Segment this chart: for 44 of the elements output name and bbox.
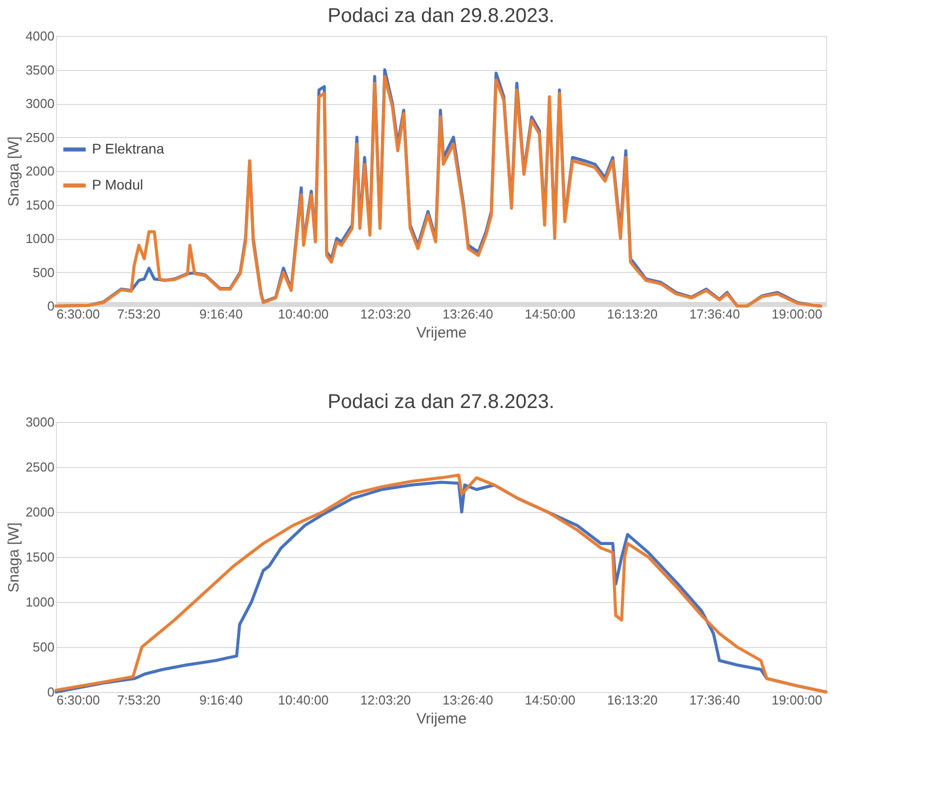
legend-label: P Elektrana [92, 140, 164, 156]
x-tick-label: 6:30:00 [56, 306, 100, 322]
y-tick-label: 3000 [26, 96, 54, 111]
chart-title: Podaci za dan 27.8.2023. [328, 391, 554, 413]
y-tick-label: 1000 [26, 594, 54, 610]
y-tick-label: 2000 [26, 504, 54, 520]
x-tick-label: 14:50:00 [524, 306, 576, 322]
legend-label: P Modul [92, 176, 144, 192]
x-tick-label: 19:00:00 [772, 692, 822, 708]
x-tick-label: 13:26:40 [442, 692, 494, 708]
y-tick-label: 0 [47, 298, 54, 314]
y-tick-label: 3500 [26, 62, 54, 78]
x-tick-label: 9:16:40 [199, 692, 243, 708]
y-tick-label: 1500 [26, 197, 54, 212]
y-axis-title: Snaga [W] [6, 522, 23, 593]
x-tick-label: 19:00:00 [772, 306, 822, 322]
x-axis-title: Vrijeme [416, 710, 467, 728]
x-tick-label: 13:26:40 [442, 306, 494, 322]
x-tick-label: 17:36:40 [689, 692, 740, 708]
y-tick-label: 1500 [26, 550, 54, 564]
y-tick-label: 2500 [26, 130, 54, 145]
x-tick-label: 12:03:20 [360, 692, 411, 708]
y-tick-label: 500 [32, 264, 54, 280]
x-tick-label: 16:13:20 [607, 692, 658, 708]
y-tick-label: 500 [32, 640, 54, 654]
x-tick-label: 10:40:00 [278, 692, 329, 708]
y-tick-label: 1000 [26, 231, 54, 246]
y-axis-title: Snaga [W] [6, 136, 23, 207]
x-tick-label: 14:50:00 [524, 692, 576, 708]
y-tick-label: 3000 [26, 414, 54, 430]
x-tick-label: 7:53:20 [117, 306, 160, 322]
chart-title: Podaci za dan 29.8.2023. [328, 5, 554, 27]
x-tick-label: 6:30:00 [56, 692, 100, 708]
y-tick-label: 0 [47, 684, 54, 700]
y-tick-label: 2500 [26, 460, 54, 474]
x-tick-label: 12:03:20 [360, 306, 411, 322]
y-tick-label: 2000 [26, 164, 54, 178]
x-tick-label: 16:13:20 [607, 306, 658, 322]
x-tick-label: 7:53:20 [117, 692, 160, 708]
x-axis-title: Vrijeme [416, 324, 467, 342]
x-tick-label: 10:40:00 [278, 306, 329, 322]
x-tick-label: 9:16:40 [199, 306, 243, 322]
x-tick-label: 17:36:40 [689, 306, 740, 322]
y-tick-label: 4000 [26, 28, 54, 44]
